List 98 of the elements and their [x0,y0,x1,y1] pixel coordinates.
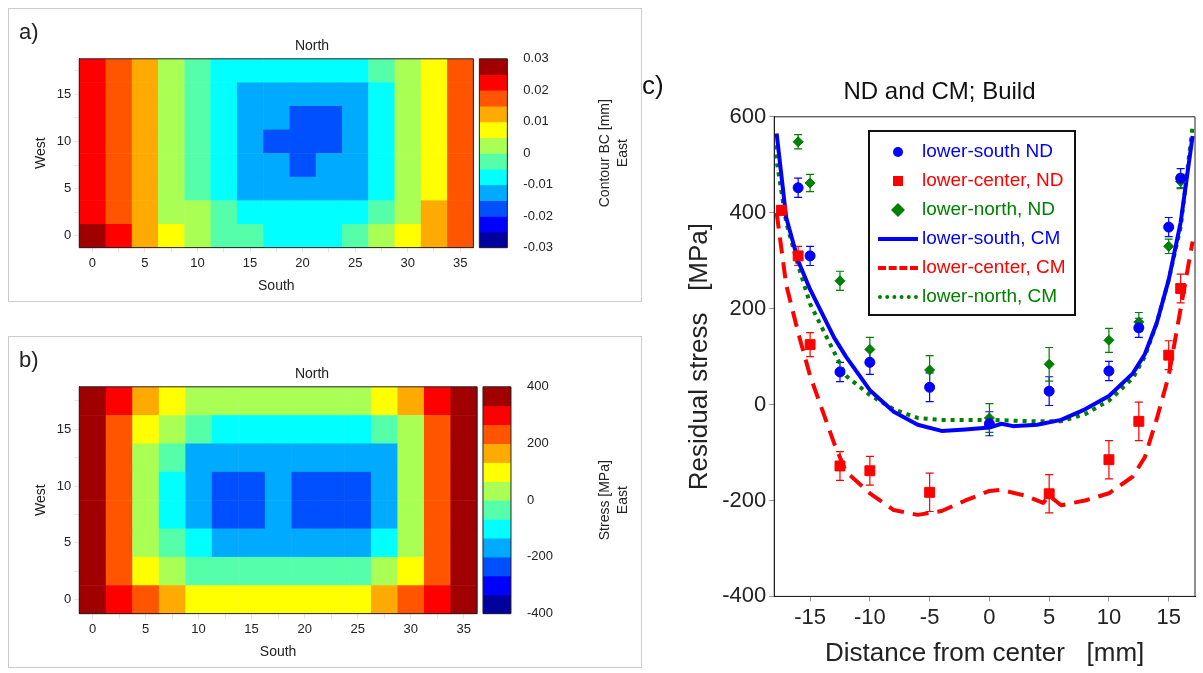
x-axis-title: South [259,643,297,660]
point [804,339,816,351]
point [864,356,876,368]
x-tick-label: 25 [350,620,365,636]
legend-label: lower-south ND [922,140,1053,161]
x-tick-label: 30 [400,254,415,270]
y-tick-label: 10 [56,132,72,148]
color-bar-label: -0.01 [523,176,554,192]
x-tick-label: -10 [853,603,886,629]
y-tick-label: 0 [64,227,72,243]
x-tick-label: -15 [794,603,826,629]
x-tick-label: 20 [297,620,312,636]
x-tick-label: 10 [190,254,205,270]
point [1175,283,1187,294]
chart-title: North [294,37,330,54]
x-tick-label: 20 [295,254,310,270]
x-axis-title: South [258,277,295,294]
point [804,177,816,189]
y-tick-label: 10 [56,477,72,493]
color-bar-label: -200 [526,548,554,564]
x-tick-label: 0 [983,603,996,629]
x-tick-label: 5 [141,254,149,270]
x-tick-label: 35 [453,254,468,270]
y-tick-label: -400 [722,582,767,608]
legend-label: lower-north, ND [922,198,1056,219]
point [924,381,936,393]
y-tick-label: 5 [64,534,72,550]
x-tick-label: 0 [88,254,97,270]
point [1133,322,1145,334]
point [924,486,936,498]
y-axis-title: West [32,484,49,517]
point [983,418,995,430]
x-tick-label: 10 [191,620,206,636]
y-tick-label: 15 [56,85,72,101]
x-tick-label: 0 [88,620,97,636]
point [834,366,846,378]
x-tick-label: 5 [1043,603,1056,629]
chart-title: North [294,365,330,382]
point [804,250,816,262]
x-tick-label: 5 [141,620,150,636]
point [1043,358,1055,370]
y-tick-label: 600 [729,102,767,128]
y2-axis-title: East [614,139,630,168]
x-tick-label: 15 [244,620,259,636]
color-bar-label: 400 [526,378,549,394]
color-bar-label: 0.02 [523,81,549,97]
point [792,182,804,194]
x-tick-label: -5 [919,603,940,629]
color-bar-label: 0.01 [523,113,549,129]
point [1043,488,1055,500]
color-bar-label: 0 [526,491,535,507]
point [1163,349,1175,361]
legend-label: lower-center, CM [922,256,1066,277]
point [1103,365,1115,377]
y-tick-label: 200 [729,294,767,320]
y-tick-label: 0 [753,390,767,416]
x-tick-label: 10 [1096,603,1122,629]
color-bar-title: Stress [MPa] [596,460,612,541]
point [1043,385,1055,397]
x-tick-label: 25 [347,254,363,270]
color-bar-label: 200 [526,435,549,451]
y-tick-label: 0 [64,591,72,606]
y-axis-title: West [32,137,49,170]
text: b) [19,347,39,372]
x-axis-title: Distance from center [mm] [824,636,1145,667]
chart-title: ND and CM; Build [843,77,1036,105]
y-axis-title: Residual stress [MPa] [682,222,713,491]
point [924,364,936,376]
x-tick-label: 35 [456,620,471,636]
legend-label: lower-north, CM [922,285,1058,306]
y-tick-label: 15 [56,420,72,436]
legend-label: lower-center, ND [922,169,1064,190]
point [1133,415,1145,427]
color-bar-title: Contour BC [mm] [596,99,612,208]
point [834,275,846,287]
y-tick-label: -200 [722,486,767,512]
text: a) [19,19,39,44]
point [1163,221,1175,233]
point [1103,454,1115,466]
y-tick-label: 5 [64,180,72,196]
x-tick-label: 15 [1156,603,1181,629]
x-tick-label: 15 [242,254,258,270]
color-bar-label: -0.02 [523,207,554,223]
x-tick-label: 30 [403,620,418,636]
legend-label: lower-south, CM [922,227,1061,248]
y2-axis-title: East [614,486,630,515]
color-bar-label: 0.03 [523,50,549,66]
point [792,250,804,262]
y-tick-label: 400 [729,198,767,224]
point [834,460,846,472]
point [1175,172,1187,184]
point [864,343,876,355]
color-bar-label: 0 [523,144,531,160]
color-bar-label: -0.03 [523,239,554,255]
text: c) [642,70,664,100]
point [1103,334,1115,346]
color-bar-label: -400 [526,605,554,621]
point [864,465,876,477]
